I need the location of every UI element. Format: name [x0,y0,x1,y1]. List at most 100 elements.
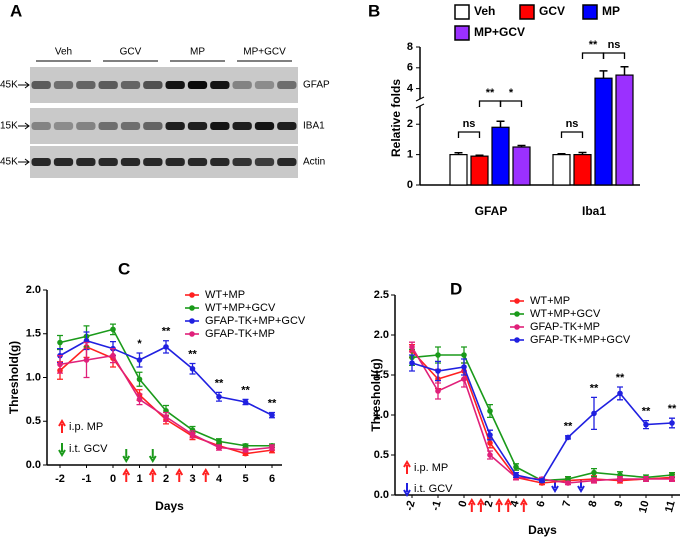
point [269,412,275,418]
error-bar [578,151,587,155]
band [120,81,141,89]
error-bar [496,120,505,128]
y-tick-label: 2.5 [374,289,389,301]
band [98,122,118,130]
panel-label: C [118,259,130,278]
point [643,421,649,428]
arrow [577,479,585,493]
panel-label: D [450,279,462,298]
legend-label: MP+GCV [474,25,525,39]
y-tick-label: 0.5 [26,415,41,427]
x-tick-label: -1 [82,473,92,485]
arrow [122,468,131,482]
error-bar [454,152,463,155]
legend-swatch [454,4,470,20]
y-tick-label: 4 [407,83,414,95]
point [136,357,143,363]
x-tick-label: 6 [269,473,275,485]
y-axis-title: Threshold(g) [369,358,383,431]
legend-label: GFAP-TK+MP [205,328,275,340]
band [277,158,297,166]
y-tick-label: 0.5 [374,449,389,461]
band [120,158,141,166]
group-label: MP+GCV [243,47,286,58]
significance: ns [463,118,476,130]
bar [470,155,489,186]
significance: ** [668,403,677,415]
point [409,360,415,366]
series-line [411,346,672,484]
point [189,365,196,372]
arrow [58,443,66,457]
error-bar [620,66,629,76]
point [409,344,415,350]
legend-marker [189,331,195,337]
row-label: Actin [303,157,325,168]
x-tick-label: 2 [163,473,169,485]
band [232,158,252,166]
y-axis-title: Relative folds [389,79,403,157]
arrow [467,498,476,512]
point [435,368,441,374]
point [110,326,116,333]
bar [512,146,531,186]
arrow [58,419,66,433]
arrow [148,468,157,482]
band [254,81,275,89]
band [187,158,208,166]
x-tick-label: 8 [587,499,600,508]
mw-marker: 45K [0,157,18,168]
band [143,81,163,89]
series-line [59,354,273,451]
y-tick-label: 0 [407,179,413,191]
group-label: GCV [120,47,142,58]
point [57,361,63,368]
x-tick-label: 4 [509,499,522,509]
point [643,476,649,482]
band [98,158,118,166]
panel-label: B [368,1,380,20]
point [565,434,571,441]
point [110,352,116,359]
legend-label: GFAP-TK+MP+GCV [530,334,631,346]
x-tick-label: 10 [637,499,652,514]
significance: ns [608,39,621,51]
y-tick-label: 1.0 [26,371,41,383]
blot-strip [30,108,298,144]
point [513,472,519,478]
point [565,480,571,486]
series-line [411,362,673,482]
panel-label: A [10,1,22,20]
significance: ** [188,348,197,360]
x-tick-label: -2 [404,499,418,512]
y-tick-label: 0.0 [26,459,41,471]
point [591,477,597,484]
point [57,339,63,346]
band [254,158,275,166]
point [539,477,545,484]
significance: ** [590,382,599,394]
significance: ** [162,326,171,338]
significance: ** [486,87,495,99]
x-tick-label: -1 [430,499,444,512]
point [487,452,493,458]
point [461,352,467,358]
significance: ** [642,406,651,418]
point [242,442,249,449]
y-tick-label: 2.0 [374,329,389,341]
x-axis-title: Days [155,499,184,513]
x-tick-label: 11 [663,499,678,513]
band [232,81,252,89]
arrow [18,158,30,166]
note: i.t. GCV [414,483,453,495]
mw-marker: 15K [0,121,18,132]
y-tick-label: 0.0 [374,489,389,501]
blot-strip [30,146,298,178]
point [163,414,169,420]
band [31,81,51,89]
arrow [175,468,184,482]
mw-marker: 45K [0,80,18,91]
band [143,122,163,130]
point [487,432,493,438]
